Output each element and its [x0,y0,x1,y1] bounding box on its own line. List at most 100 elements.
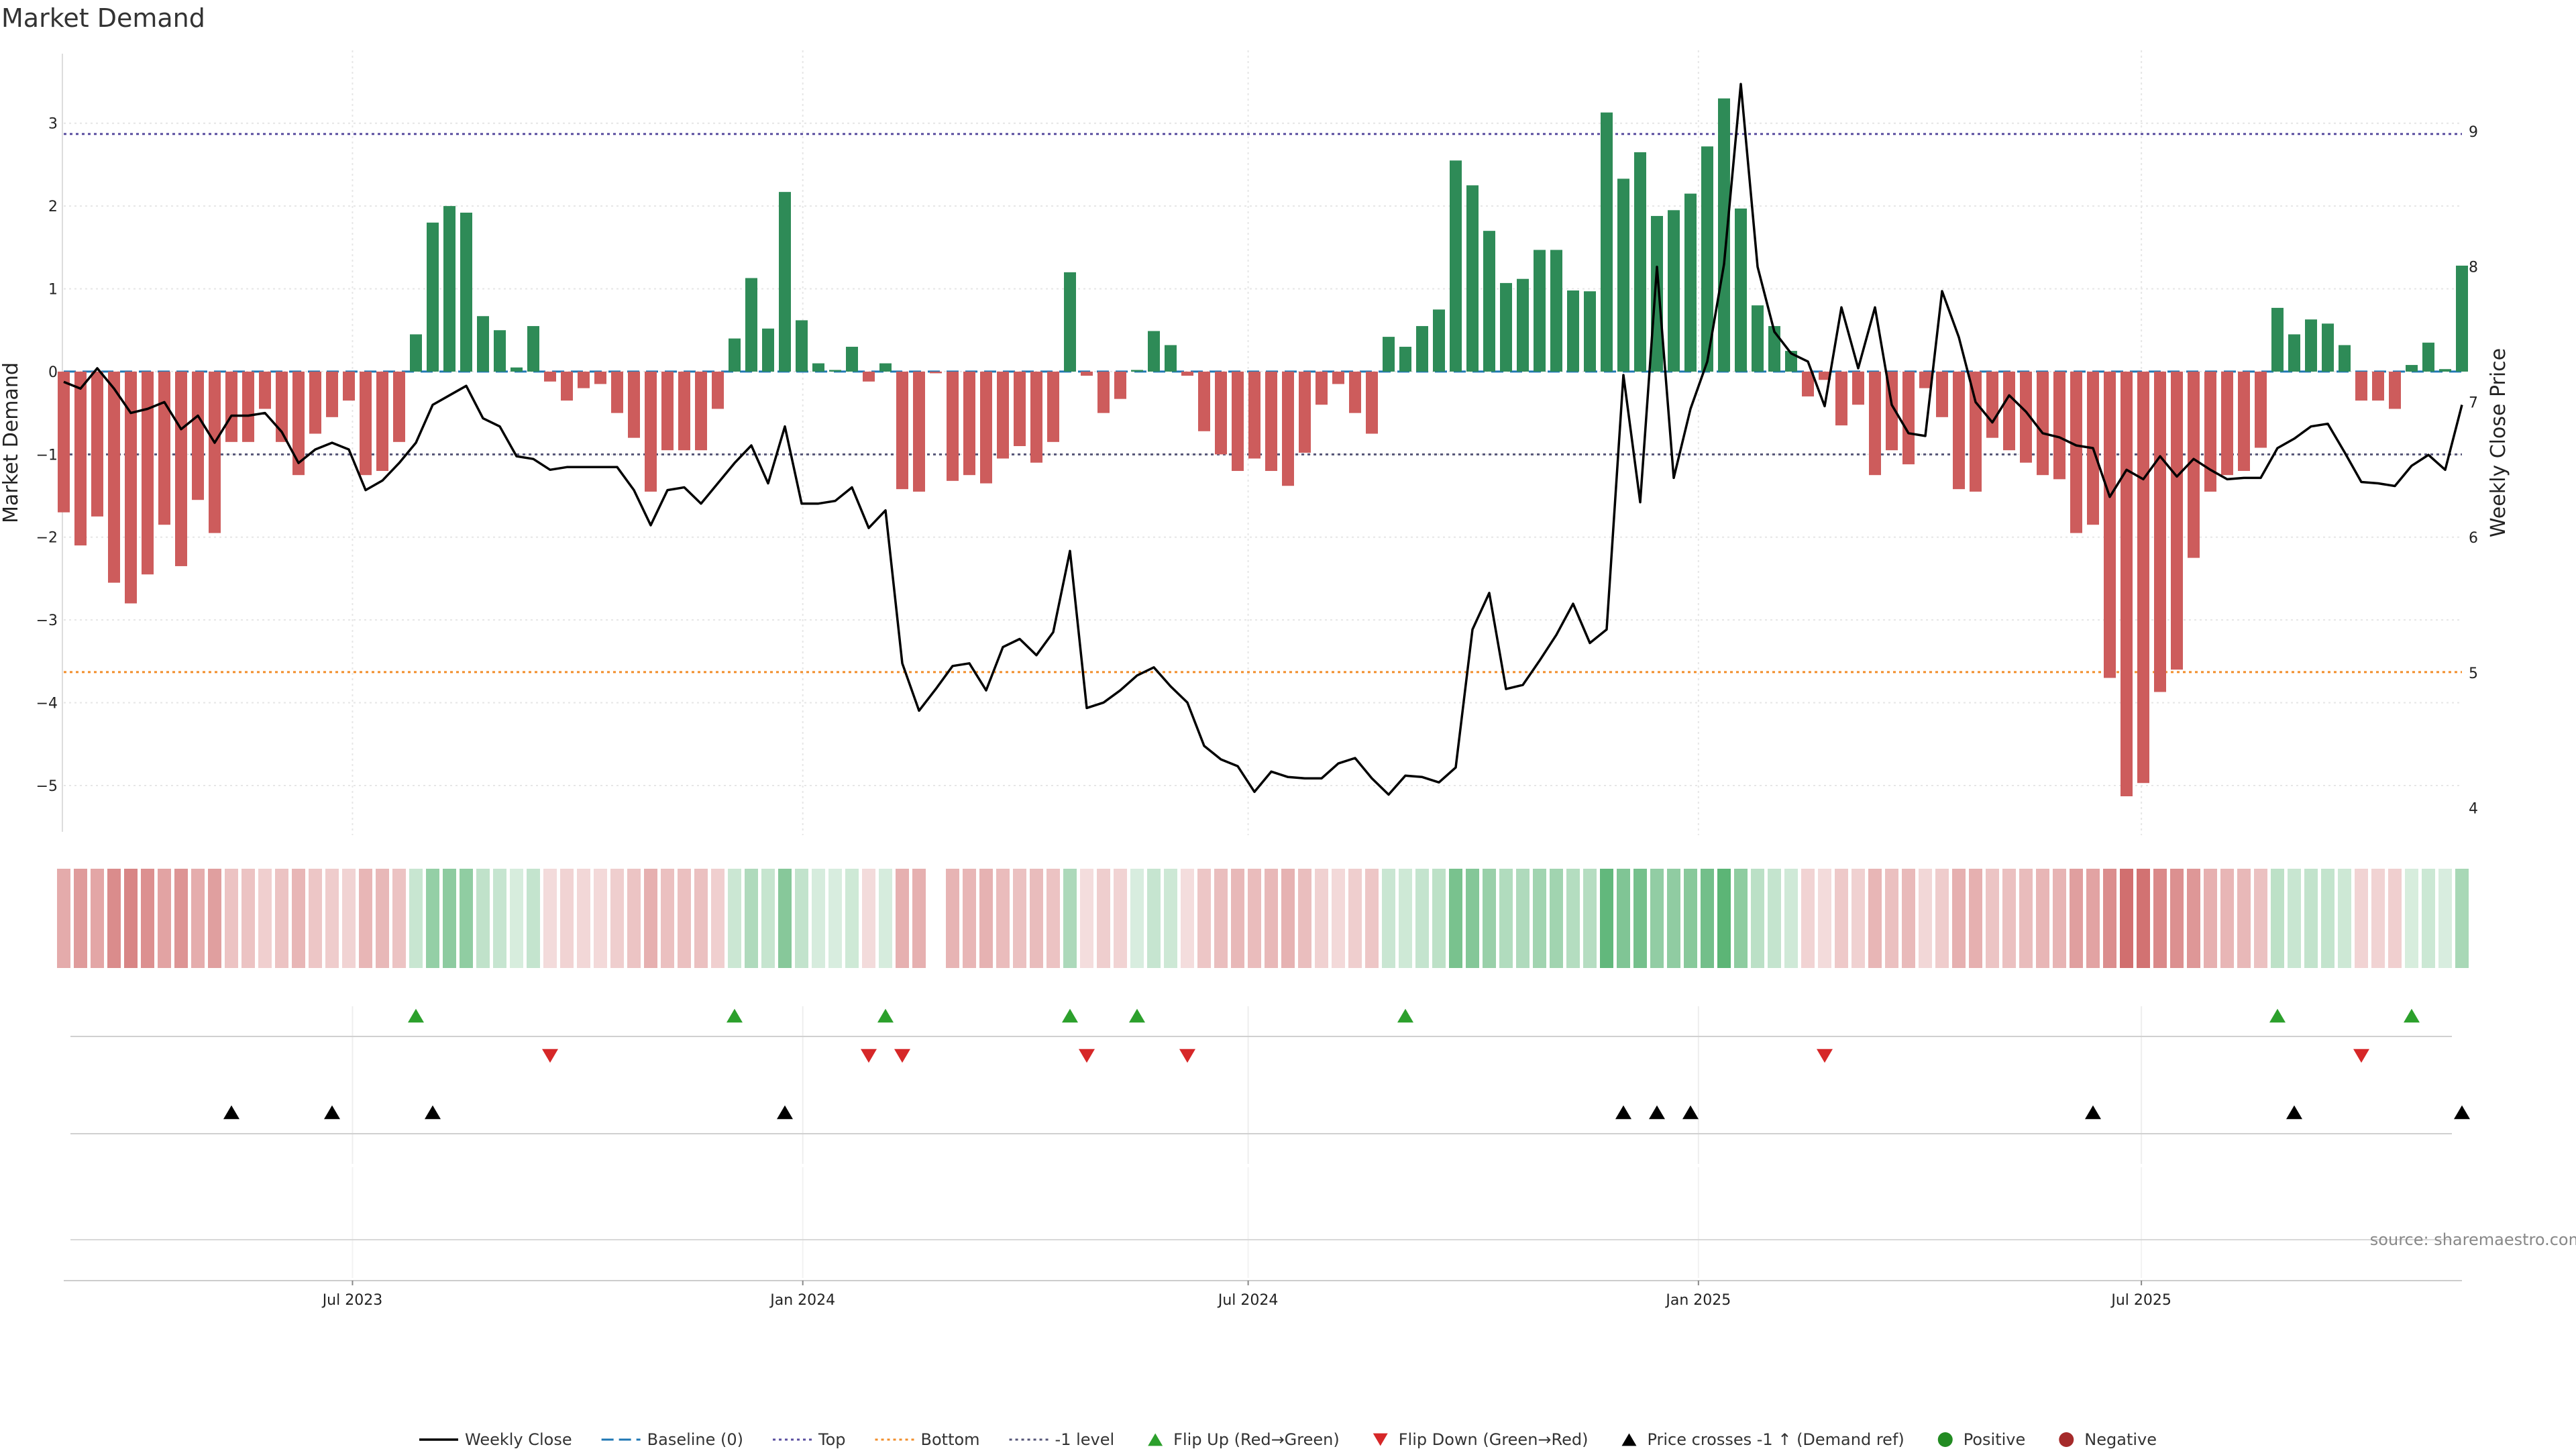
demand-bar [896,371,908,490]
demand-bar [125,371,137,604]
demand-bar [242,371,254,442]
demand-bar [225,371,237,442]
demand-bar [1869,371,1881,476]
demand-bar [2422,342,2434,372]
heat-cell [2204,869,2217,968]
flip-up-marker [1397,1008,1413,1023]
heat-cell [711,869,724,968]
demand-bar [74,371,87,546]
demand-bar [1064,272,1076,372]
demand-bar [745,278,757,372]
demand-bar [561,371,573,401]
heat-cell [2321,869,2334,968]
demand-bar [1534,250,1546,372]
demand-bar [2255,371,2267,448]
heat-cell [1868,869,1882,968]
demand-bar [544,371,556,382]
demand-bar [2070,371,2082,533]
heat-cell [2338,869,2351,968]
heat-cell [543,869,557,968]
flip-down-marker [1079,1049,1095,1063]
heat-cell [1784,869,1798,968]
demand-bar [1802,371,1814,396]
heat-cell [2170,869,2184,968]
heat-cell [2070,869,2083,968]
demand-bar [1919,371,1931,388]
demand-bar [2154,371,2166,692]
heat-cell [1449,869,1462,968]
demand-bar [1970,371,1982,492]
y-tick-label: 1 [48,282,58,299]
heat-cell [426,869,439,968]
legend-swatch-down [1373,1433,1388,1446]
demand-bar [2355,371,2367,401]
demand-bar [1902,371,1915,465]
demand-bar [1735,208,1747,372]
demand-bar [1500,282,1512,372]
reference-lines [64,133,2462,674]
legend-label: Baseline (0) [647,1430,743,1449]
heat-cell [57,869,70,968]
heat-cell [2455,869,2469,968]
heat-cell [678,869,691,968]
heat-cell [1248,869,1261,968]
heat-cell [2355,869,2368,968]
heat-cell [560,869,574,968]
demand-bar [2020,371,2032,463]
y-tick-label: −5 [36,778,58,795]
heat-cell [1935,869,1949,968]
heat-cell [1483,869,1496,968]
legend-label: Positive [1964,1430,2026,1449]
heat-cell [74,869,87,968]
heat-cell [879,869,892,968]
demand-bar [1953,371,1965,490]
legend-swatch-up [1148,1433,1163,1446]
demand-bar [292,371,305,476]
demand-bar [796,320,808,372]
demand-bar [2221,371,2233,476]
demand-bar [1265,371,1277,472]
heat-cell [2237,869,2251,968]
heat-cell [2438,869,2452,968]
price-cross-marker [1649,1105,1665,1120]
heat-cell [845,869,859,968]
heat-cell [1986,869,1999,968]
demand-bar [863,371,875,382]
heat-cell [2120,869,2133,968]
heat-cell [694,869,708,968]
y-tick-label: −4 [36,696,58,712]
heat-cell [577,869,590,968]
demand-bar [1349,371,1361,413]
demand-bar [343,371,355,401]
demand-bar [578,371,590,388]
heat-cell [241,869,255,968]
heat-cell [1214,869,1228,968]
demand-bar [779,192,791,372]
price-cross-marker [1615,1105,1631,1120]
legend-label: Top [818,1430,846,1449]
heat-cell [761,869,775,968]
demand-bar [175,371,187,566]
y-tick-label: −2 [36,530,58,547]
demand-bar [2389,371,2401,409]
heat-cell [1617,869,1630,968]
flip-up-marker [727,1008,743,1023]
demand-bar [276,371,288,442]
demand-bar [376,371,388,472]
demand-bar [1450,160,1462,372]
price-cross-marker [223,1105,239,1120]
heat-cell [1265,869,1278,968]
price-cross-marker [1682,1105,1699,1120]
heat-cell [1432,869,1446,968]
demand-bar [1852,371,1864,405]
heat-cell [342,869,356,968]
flip-down-marker [542,1049,558,1063]
heat-cell [2187,869,2200,968]
flip-down-marker [2353,1049,2369,1063]
y2-axis-label: Weekly Close Price [2487,348,2510,537]
flip-down-marker [1817,1049,1833,1063]
heat-cell [1734,869,1748,968]
heat-cell [1348,869,1362,968]
demand-bar [678,371,690,451]
y2-tick-label: 7 [2469,394,2478,411]
